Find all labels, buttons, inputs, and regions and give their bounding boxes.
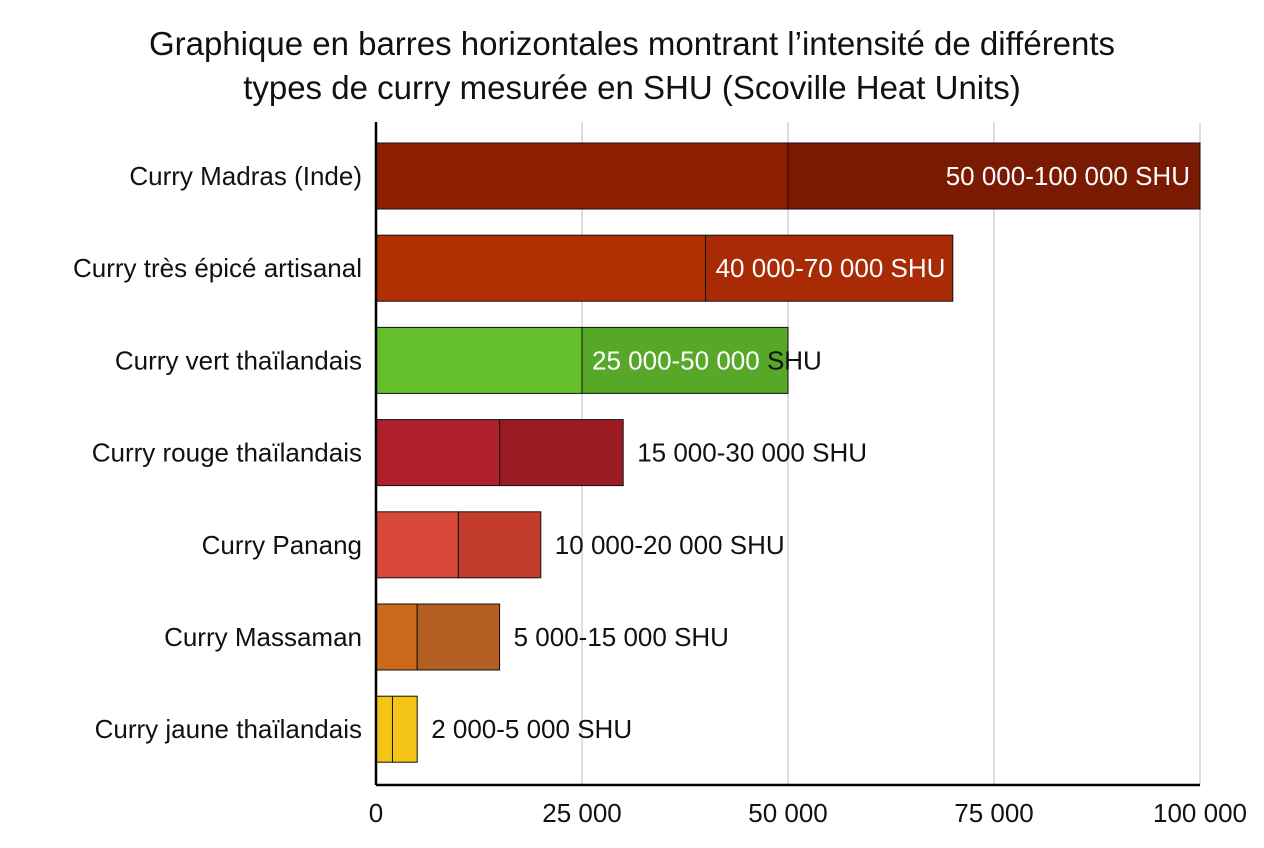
x-tick-label-4: 100 000 (1153, 798, 1247, 828)
category-label-0: Curry Madras (Inde) (129, 161, 362, 191)
chart-title-line-2: types de curry mesurée en SHU (Scoville … (243, 69, 1021, 106)
x-tick-label-1: 25 000 (542, 798, 622, 828)
bar-value-label-5: 5 000-15 000 SHU (514, 622, 729, 652)
bar-value-label-1: 40 000-70 000 SHU (716, 253, 946, 283)
bar-range-3 (499, 419, 624, 487)
category-label-3: Curry rouge thaïlandais (92, 438, 362, 468)
bar-value-label-6: 2 000-5 000 SHU (431, 714, 632, 744)
category-label-6: Curry jaune thaïlandais (95, 714, 362, 744)
bar-value-label-4: 10 000-20 000 SHU (555, 530, 785, 560)
bar-base-6 (375, 695, 393, 763)
bar-range-1 (705, 234, 954, 302)
bar-range-5 (416, 603, 501, 671)
chart-title-line-1: Graphique en barres horizontales montran… (148, 25, 1116, 62)
bar-range-6 (391, 695, 418, 763)
bar-base-0 (375, 142, 789, 210)
bar-value-label-2-unit: SHU (767, 345, 822, 375)
bar-base-2 (375, 326, 583, 394)
bar-range-2 (581, 326, 789, 394)
category-label-4: Curry Panang (202, 530, 362, 560)
x-tick-label-0: 0 (369, 798, 383, 828)
x-tick-label-2: 50 000 (748, 798, 828, 828)
category-label-5: Curry Massaman (164, 622, 362, 652)
bar-base-5 (375, 603, 418, 671)
category-label-1: Curry très épicé artisanal (73, 253, 362, 283)
bar-base-1 (375, 234, 707, 302)
bar-value-label-2-number: 25 000-50 000 (592, 345, 767, 375)
bar-value-label-3: 15 000-30 000 SHU (637, 438, 867, 468)
x-tick-label-3: 75 000 (954, 798, 1034, 828)
bar-value-label-0: 50 000-100 000 SHU (946, 161, 1190, 191)
chart-title: Graphique en barres horizontales montran… (0, 22, 1264, 110)
bar-range-0 (787, 142, 1201, 210)
bar-value-label-2: 25 000-50 000 SHU (592, 345, 822, 375)
bar-base-3 (375, 419, 501, 487)
bar-base-4 (375, 511, 459, 579)
category-label-2: Curry vert thaïlandais (115, 345, 362, 375)
bar-range-4 (457, 511, 542, 579)
